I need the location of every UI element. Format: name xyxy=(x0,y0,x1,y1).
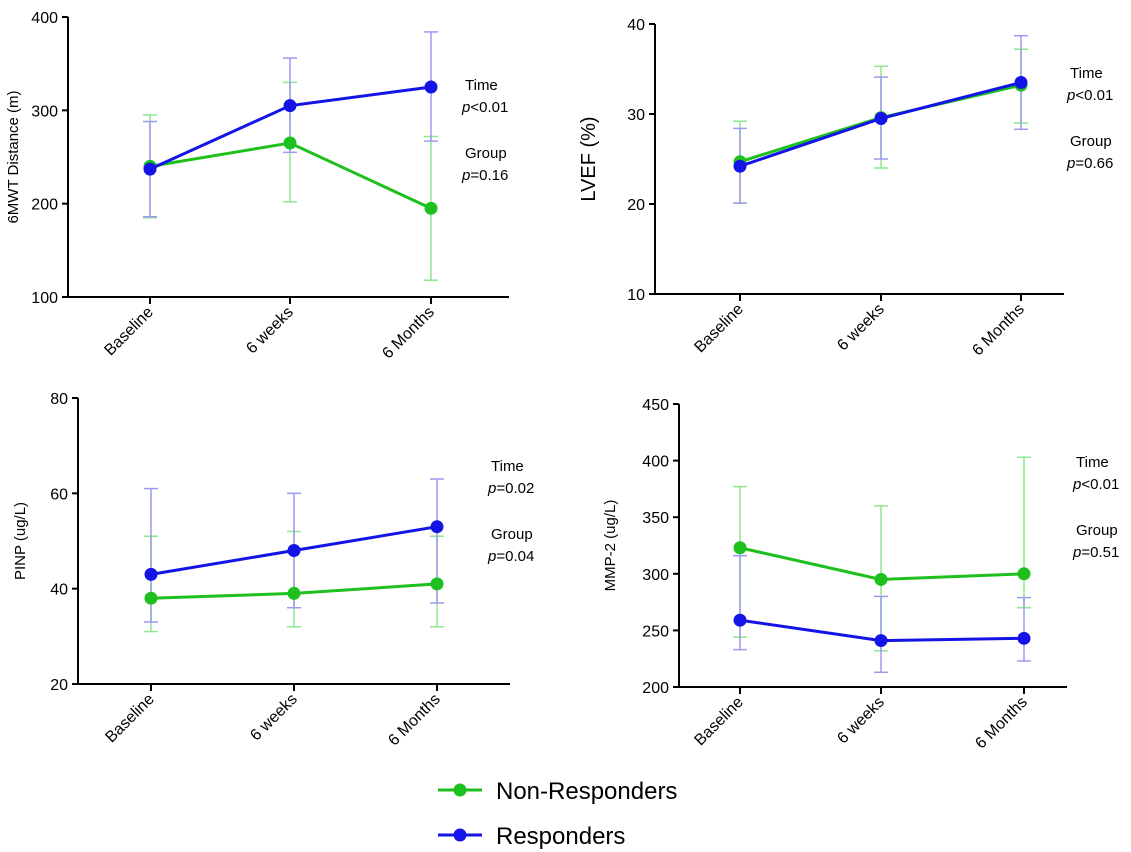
y-tick-label: 30 xyxy=(627,107,645,124)
annotation-p-value: p=0.04 xyxy=(487,548,534,565)
data-point-responders xyxy=(1014,76,1028,89)
p-symbol: p xyxy=(1072,544,1081,561)
p-value: <0.01 xyxy=(470,99,508,116)
y-tick-label: 20 xyxy=(627,197,645,214)
y-axis-title: PINP (ug/L) xyxy=(12,502,29,580)
y-tick-label: 300 xyxy=(642,567,669,584)
p-value: <0.01 xyxy=(1075,87,1113,104)
y-axis-title: 6MWT Distance (m) xyxy=(5,90,22,223)
y-tick-label: 40 xyxy=(50,582,68,599)
p-value: =0.04 xyxy=(496,548,534,565)
x-tick-label: 6 Months xyxy=(969,301,1028,360)
legend-label: Responders xyxy=(496,823,625,850)
y-tick-label: 400 xyxy=(31,10,58,27)
x-tick-label: Baseline xyxy=(691,694,746,749)
y-tick-label: 300 xyxy=(31,103,58,120)
legend-marker xyxy=(453,783,467,797)
data-point-non-responders xyxy=(733,541,747,555)
y-tick-label: 450 xyxy=(642,397,669,414)
p-symbol: p xyxy=(1066,155,1075,172)
x-tick-label: Baseline xyxy=(101,304,156,359)
x-tick-label: 6 weeks xyxy=(247,691,301,745)
data-point-responders xyxy=(430,520,444,534)
annotation-p-value: p<0.01 xyxy=(1072,476,1119,493)
panel-lvef: 10 20 30 40 Baseline 6 weeks 6 Months LVEF (%) T… xyxy=(578,17,1113,359)
p-symbol: p xyxy=(487,480,496,497)
p-symbol: p xyxy=(487,548,496,565)
y-axis-title: LVEF (%) xyxy=(578,116,600,201)
annotation-label: Time xyxy=(1076,454,1109,471)
annotation-label: Time xyxy=(465,77,498,94)
data-point-responders xyxy=(874,634,888,648)
annotation-p-value: p<0.01 xyxy=(461,99,508,116)
data-point-responders xyxy=(143,162,157,176)
data-point-responders xyxy=(424,80,438,94)
y-tick-label: 350 xyxy=(642,510,669,527)
y-axis-title: MMP-2 (ug/L) xyxy=(602,500,619,592)
legend-marker xyxy=(453,828,467,842)
annotation-label: Group xyxy=(1070,133,1112,150)
panel-mmp2: 200 250 300 350 400 450 Baseline 6 weeks 6 Month… xyxy=(602,397,1119,752)
p-value: =0.66 xyxy=(1075,155,1113,172)
data-point-responders xyxy=(287,544,301,558)
annotation-p-value: p=0.66 xyxy=(1066,155,1113,172)
x-tick-label: 6 weeks xyxy=(243,304,297,358)
data-point-responders xyxy=(874,112,888,125)
y-tick-label: 60 xyxy=(50,486,68,503)
x-tick-label: 6 weeks xyxy=(834,694,888,748)
p-symbol: p xyxy=(461,167,470,184)
x-tick-label: Baseline xyxy=(691,301,746,356)
annotation-p-value: p=0.16 xyxy=(461,167,508,184)
panel-mwt: 100 200 300 400 Baseline 6 weeks 6 Months 6MWT … xyxy=(5,10,509,362)
p-symbol: p xyxy=(461,99,470,116)
data-point-non-responders xyxy=(287,586,301,600)
data-point-non-responders xyxy=(874,572,888,586)
legend-label: Non-Responders xyxy=(496,778,677,805)
panel-pinp: 20 40 60 80 Baseline 6 weeks 6 Months PINP (ug/… xyxy=(12,391,534,749)
data-point-non-responders xyxy=(283,136,297,150)
p-value: =0.02 xyxy=(496,480,534,497)
data-point-non-responders xyxy=(144,591,158,605)
data-point-non-responders xyxy=(430,577,444,591)
p-symbol: p xyxy=(1066,87,1075,104)
legend: Non-Responders Responders xyxy=(438,778,677,850)
annotation-p-value: p=0.02 xyxy=(487,480,534,497)
annotation-label: Group xyxy=(1076,522,1118,539)
annotation-label: Group xyxy=(491,526,533,543)
annotation-label: Time xyxy=(1070,65,1103,82)
annotation-label: Time xyxy=(491,458,524,475)
y-tick-label: 400 xyxy=(642,454,669,471)
x-tick-label: 6 Months xyxy=(385,691,444,750)
data-point-responders xyxy=(1017,631,1031,645)
data-point-responders xyxy=(733,613,747,627)
data-point-responders xyxy=(733,159,747,173)
x-tick-label: 6 weeks xyxy=(834,301,888,355)
p-value: =0.16 xyxy=(470,167,508,184)
p-value: =0.51 xyxy=(1081,544,1119,561)
data-point-responders xyxy=(144,567,158,581)
y-tick-label: 250 xyxy=(642,623,669,640)
y-tick-label: 200 xyxy=(642,680,669,697)
p-symbol: p xyxy=(1072,476,1081,493)
data-point-non-responders xyxy=(1017,567,1031,581)
x-tick-label: Baseline xyxy=(102,691,157,746)
y-tick-label: 100 xyxy=(31,290,58,307)
data-point-responders xyxy=(283,99,297,113)
annotation-label: Group xyxy=(465,145,507,162)
p-value: <0.01 xyxy=(1081,476,1119,493)
y-tick-label: 10 xyxy=(627,287,645,304)
y-tick-label: 200 xyxy=(31,197,58,214)
y-tick-label: 80 xyxy=(50,391,68,408)
y-tick-label: 20 xyxy=(50,677,68,694)
annotation-p-value: p<0.01 xyxy=(1066,87,1113,104)
y-tick-label: 40 xyxy=(627,17,645,34)
x-tick-label: 6 Months xyxy=(379,304,438,363)
annotation-p-value: p=0.51 xyxy=(1072,544,1119,561)
data-point-non-responders xyxy=(424,201,438,215)
x-tick-label: 6 Months xyxy=(972,694,1031,753)
